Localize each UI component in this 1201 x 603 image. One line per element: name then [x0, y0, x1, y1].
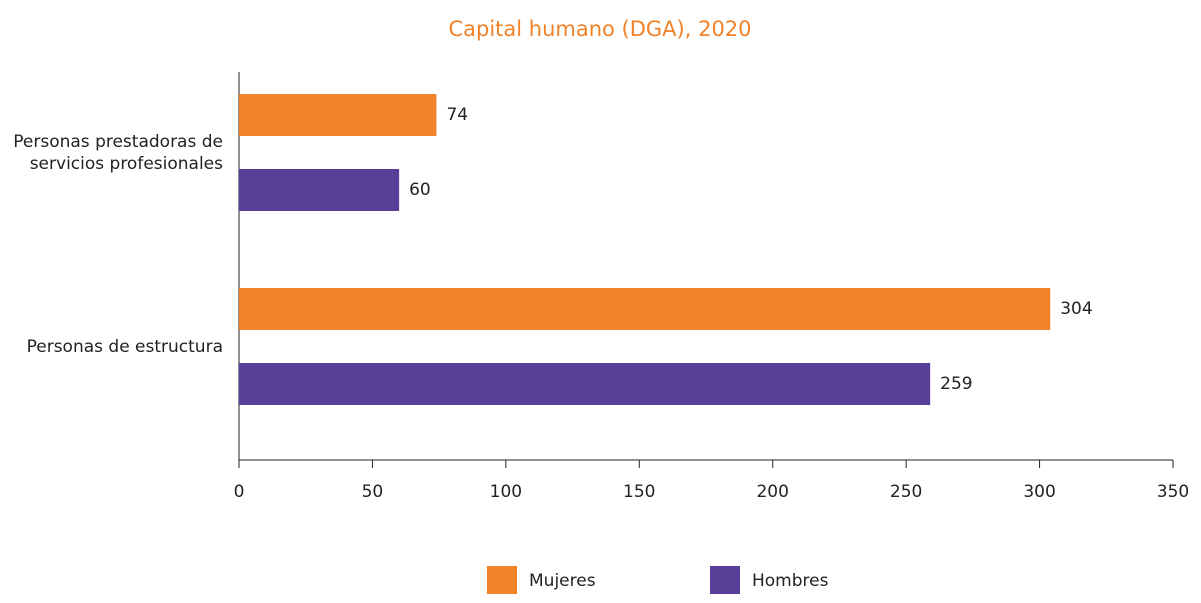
chart-title: Capital humano (DGA), 2020 — [448, 17, 751, 41]
value-label: 304 — [1060, 299, 1092, 319]
x-tick-label: 300 — [1023, 482, 1055, 502]
x-tick-label: 100 — [490, 482, 522, 502]
value-label: 259 — [940, 374, 972, 394]
value-label: 60 — [409, 180, 431, 200]
x-tick-label: 350 — [1157, 482, 1189, 502]
category-label-box: Personas prestadoras de servicios profes… — [13, 131, 223, 174]
bar — [239, 94, 437, 136]
legend-swatch — [487, 566, 517, 594]
bar — [239, 169, 400, 211]
x-tick-label: 150 — [623, 482, 655, 502]
value-label: 74 — [446, 105, 468, 125]
category-label-box: Personas de estructura — [26, 336, 223, 357]
legend-swatch — [710, 566, 740, 594]
y-tick-label: Personas de estructura — [26, 336, 223, 357]
bar — [239, 363, 931, 405]
x-tick-label: 200 — [756, 482, 788, 502]
x-tick-label: 250 — [890, 482, 922, 502]
x-tick-label: 50 — [362, 482, 384, 502]
x-tick-label: 0 — [234, 482, 245, 502]
y-tick-label: Personas prestadoras de servicios profes… — [13, 131, 223, 174]
legend-label: Mujeres — [529, 571, 596, 591]
bar — [239, 288, 1051, 330]
legend-label: Hombres — [752, 571, 829, 591]
